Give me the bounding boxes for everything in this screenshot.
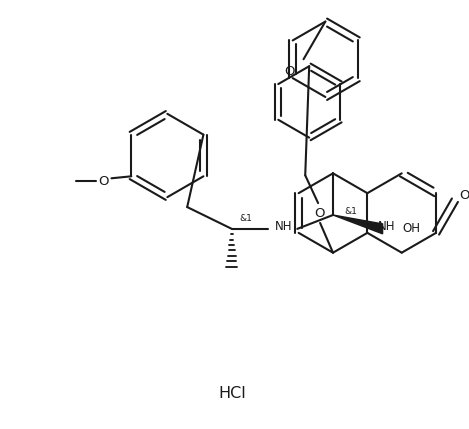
Text: O: O (314, 206, 325, 220)
Text: OH: OH (402, 222, 420, 236)
Text: O: O (284, 65, 295, 78)
Text: HCl: HCl (218, 386, 246, 401)
Text: O: O (98, 175, 109, 188)
Text: &1: &1 (344, 206, 357, 215)
Text: NH: NH (275, 221, 292, 233)
Text: &1: &1 (239, 214, 252, 224)
Text: O: O (460, 189, 469, 202)
Polygon shape (333, 215, 383, 234)
Text: NH: NH (378, 221, 395, 233)
